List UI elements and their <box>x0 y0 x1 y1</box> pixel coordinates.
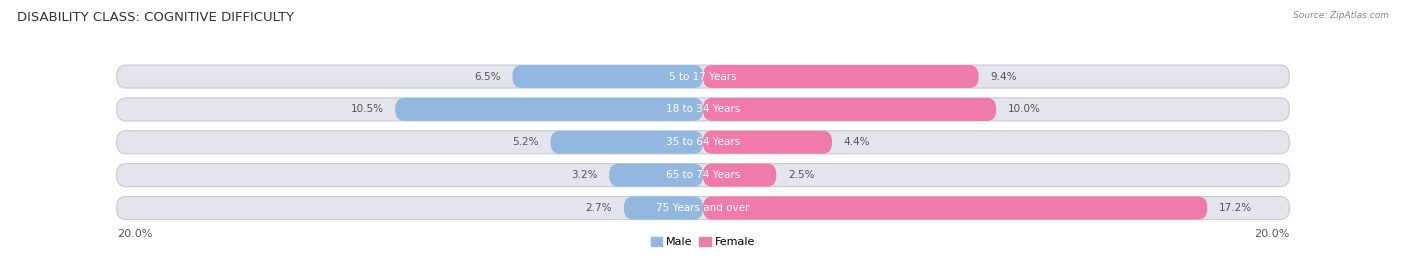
FancyBboxPatch shape <box>703 131 832 154</box>
FancyBboxPatch shape <box>117 197 1289 220</box>
FancyBboxPatch shape <box>551 131 703 154</box>
FancyBboxPatch shape <box>703 164 776 187</box>
Text: 65 to 74 Years: 65 to 74 Years <box>666 170 740 180</box>
FancyBboxPatch shape <box>512 65 703 88</box>
Text: 18 to 34 Years: 18 to 34 Years <box>666 104 740 114</box>
Legend: Male, Female: Male, Female <box>651 237 755 247</box>
FancyBboxPatch shape <box>117 164 1289 187</box>
Text: 2.5%: 2.5% <box>787 170 814 180</box>
FancyBboxPatch shape <box>624 197 703 220</box>
FancyBboxPatch shape <box>117 65 1289 88</box>
Text: Source: ZipAtlas.com: Source: ZipAtlas.com <box>1294 11 1389 20</box>
Text: 10.5%: 10.5% <box>350 104 384 114</box>
Text: 4.4%: 4.4% <box>844 137 870 147</box>
Text: 20.0%: 20.0% <box>117 229 152 239</box>
FancyBboxPatch shape <box>395 98 703 121</box>
FancyBboxPatch shape <box>703 65 979 88</box>
FancyBboxPatch shape <box>117 98 1289 121</box>
Text: 5 to 17 Years: 5 to 17 Years <box>669 72 737 82</box>
Text: 2.7%: 2.7% <box>586 203 612 213</box>
Text: 3.2%: 3.2% <box>571 170 598 180</box>
Text: 75 Years and over: 75 Years and over <box>657 203 749 213</box>
Text: DISABILITY CLASS: COGNITIVE DIFFICULTY: DISABILITY CLASS: COGNITIVE DIFFICULTY <box>17 11 294 24</box>
FancyBboxPatch shape <box>703 197 1208 220</box>
Text: 20.0%: 20.0% <box>1254 229 1289 239</box>
Text: 35 to 64 Years: 35 to 64 Years <box>666 137 740 147</box>
Text: 9.4%: 9.4% <box>990 72 1017 82</box>
Text: 6.5%: 6.5% <box>474 72 501 82</box>
FancyBboxPatch shape <box>609 164 703 187</box>
Text: 5.2%: 5.2% <box>512 137 538 147</box>
Text: 17.2%: 17.2% <box>1219 203 1253 213</box>
FancyBboxPatch shape <box>703 98 997 121</box>
Text: 10.0%: 10.0% <box>1008 104 1040 114</box>
FancyBboxPatch shape <box>117 131 1289 154</box>
